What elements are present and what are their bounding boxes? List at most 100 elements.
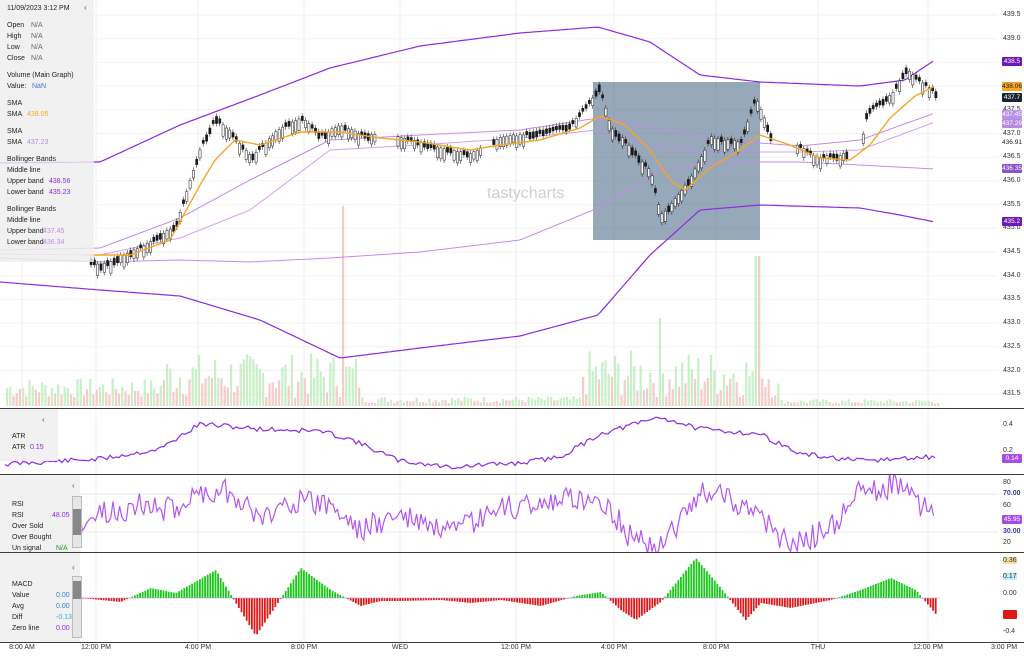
macd-histogram-bar xyxy=(544,598,547,605)
macd-histogram-bar xyxy=(828,598,830,601)
macd-histogram-bar xyxy=(105,598,108,601)
macd-histogram-bar xyxy=(274,598,277,607)
volume-bar xyxy=(12,395,15,406)
macd-histogram-bar xyxy=(604,596,607,598)
macd-histogram-bar xyxy=(716,583,719,598)
volume-bar xyxy=(655,396,658,406)
legend-collapse-icon[interactable]: ‹ xyxy=(84,3,87,12)
macd-histogram-bar xyxy=(100,598,102,601)
volume-bar xyxy=(524,402,527,406)
price-chart[interactable] xyxy=(0,0,1024,408)
rsi-collapse-icon[interactable]: ‹ xyxy=(72,481,75,490)
candle-body xyxy=(647,168,651,178)
atr-collapse-icon[interactable]: ‹ xyxy=(42,415,45,424)
price-tick: 437.0 xyxy=(1003,129,1021,137)
macd-histogram-bar xyxy=(245,598,248,621)
rsi-chart[interactable] xyxy=(0,475,1024,552)
macd-histogram-bar xyxy=(404,598,407,601)
macd-chart[interactable] xyxy=(0,553,1024,642)
candle-body xyxy=(802,148,806,158)
volume-bar xyxy=(828,401,831,406)
macd-scrollbar-thumb[interactable] xyxy=(73,581,81,599)
macd-legend-scrollbar[interactable] xyxy=(72,576,82,638)
volume-bar xyxy=(662,373,665,406)
macd-collapse-icon[interactable]: ‹ xyxy=(72,563,75,572)
candle-body xyxy=(112,257,116,266)
candle-body xyxy=(225,127,228,140)
volume-bar xyxy=(927,400,930,406)
volume-bar xyxy=(31,386,34,406)
macd-histogram-bar xyxy=(365,598,368,605)
rsi-pane[interactable]: RSI RSI 48.05 Over Sold Over Bought Un si… xyxy=(0,475,1024,552)
macd-histogram-bar xyxy=(170,592,173,598)
candle-body xyxy=(126,252,129,263)
candle-body xyxy=(399,137,403,150)
price-pane[interactable]: 11/09/2023 3:12 PM Open N/A High N/A Low N/… xyxy=(0,0,1024,408)
macd-histogram-bar xyxy=(854,591,856,598)
volume-bar xyxy=(438,402,441,406)
macd-histogram-bar xyxy=(755,598,758,609)
volume-bar xyxy=(255,364,258,406)
macd-histogram-bar xyxy=(427,598,430,601)
candle-body xyxy=(558,125,562,130)
volume-bar xyxy=(863,399,866,406)
macd-histogram-bar xyxy=(534,598,537,606)
candle-body xyxy=(835,153,839,161)
volume-bar xyxy=(527,396,530,406)
macd-histogram-bar xyxy=(646,598,648,612)
atr-line xyxy=(4,416,936,470)
volume-bar xyxy=(354,358,357,406)
volume-bar xyxy=(82,395,85,406)
volume-bar xyxy=(54,393,57,406)
macd-histogram-bar xyxy=(524,598,526,604)
candle-body xyxy=(667,205,670,212)
macd-histogram-bar xyxy=(188,585,191,598)
candle-body xyxy=(459,151,463,162)
macd-histogram-bar xyxy=(742,598,745,617)
pane-divider[interactable] xyxy=(0,408,1024,409)
pane-divider[interactable] xyxy=(0,474,1024,475)
macd-histogram-bar xyxy=(193,582,196,598)
macd-histogram-bar xyxy=(758,598,760,606)
volume-bar xyxy=(111,378,114,406)
candle-body xyxy=(769,133,773,142)
candle-body xyxy=(155,235,159,241)
volume-bar xyxy=(342,206,345,406)
macd-histogram-bar xyxy=(908,587,911,598)
candle-body xyxy=(914,74,918,80)
rsi-legend-scrollbar[interactable] xyxy=(72,496,82,548)
macd-histogram-bar xyxy=(856,591,859,598)
rsi-scrollbar-thumb[interactable] xyxy=(73,509,81,535)
volume-bar xyxy=(575,398,578,406)
candle-body xyxy=(93,259,96,266)
volume-bar xyxy=(697,358,700,406)
atr-legend: ATR ATR 0.15 xyxy=(0,409,58,461)
time-tick: 4:00 PM xyxy=(600,644,628,651)
macd-histogram-bar xyxy=(843,595,846,598)
macd-histogram-bar xyxy=(513,598,516,603)
candle-body xyxy=(495,139,499,150)
volume-bar xyxy=(258,369,261,406)
volume-bar xyxy=(175,387,178,406)
candle-body xyxy=(205,134,208,142)
volume-bar xyxy=(866,400,869,406)
macd-histogram-bar xyxy=(381,598,383,601)
macd-histogram-bar xyxy=(895,580,898,598)
macd-histogram-bar xyxy=(196,580,199,598)
volume-bar xyxy=(706,377,709,406)
macd-histogram-bar xyxy=(336,593,339,598)
atr-pane[interactable]: ATR ATR 0.15 ‹ 0.4 0.2 0.14 xyxy=(0,409,1024,474)
volume-bar xyxy=(204,378,207,406)
candle-body xyxy=(231,132,235,138)
pane-divider[interactable] xyxy=(0,552,1024,553)
volume-bar xyxy=(287,385,290,406)
price-tick: 435.5 xyxy=(1003,200,1021,208)
macd-histogram-bar xyxy=(687,567,690,598)
volume-bar xyxy=(76,379,79,406)
atr-chart[interactable] xyxy=(0,409,1024,474)
volume-bar xyxy=(511,399,514,406)
candle-body xyxy=(604,107,608,117)
volume-bar xyxy=(521,400,524,406)
macd-pane[interactable]: MACD Value 0.00 Avg 0.00 Diff -0.13 Zero li… xyxy=(0,553,1024,642)
candle-body xyxy=(746,121,750,132)
